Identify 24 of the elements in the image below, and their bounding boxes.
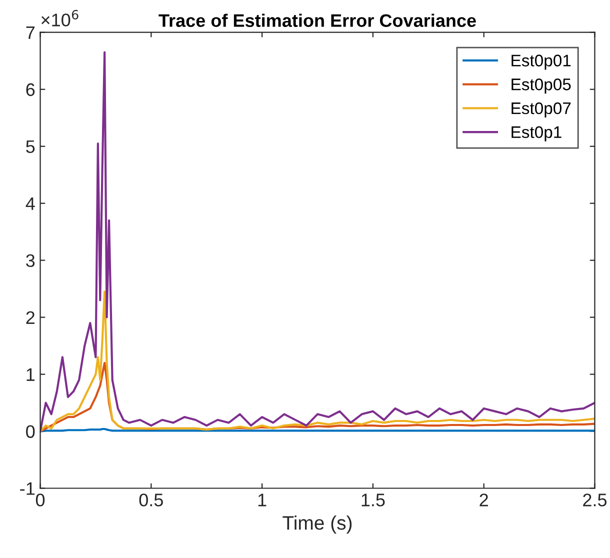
line-series [40, 51, 595, 432]
y-tick-label: 5 [26, 140, 35, 154]
legend-label: Est0p07 [512, 102, 571, 118]
x-tick-label: 0.5 [139, 494, 163, 506]
y-tick-label: -1 [20, 482, 35, 495]
x-tick-label: 0 [36, 494, 45, 506]
y-tick-label: 0 [26, 425, 35, 438]
chart-title: Trace of Estimation Error Covariance [158, 14, 476, 27]
legend-label: Est0p01 [512, 54, 571, 70]
legend-label: Est0p05 [512, 78, 571, 94]
x-tick-label: 2 [480, 494, 488, 506]
x-tick-label: 1 [258, 494, 266, 506]
line-series [40, 290, 595, 432]
y-tick-label: 3 [26, 254, 35, 268]
legend-label: Est0p1 [512, 126, 562, 142]
y-tick-label: 1 [26, 368, 35, 381]
y-tick-label: 6 [26, 83, 35, 96]
y-tick-label: 4 [26, 197, 35, 210]
x-axis-title: Time (s) [282, 516, 352, 534]
text: ×10$^{6}$ [42, 10, 78, 26]
y-tick-label: 7 [26, 26, 34, 39]
x-tick-label: 2.5 [583, 494, 607, 506]
x-tick-label: 1.5 [362, 494, 385, 506]
y-tick-label: 2 [26, 311, 34, 324]
